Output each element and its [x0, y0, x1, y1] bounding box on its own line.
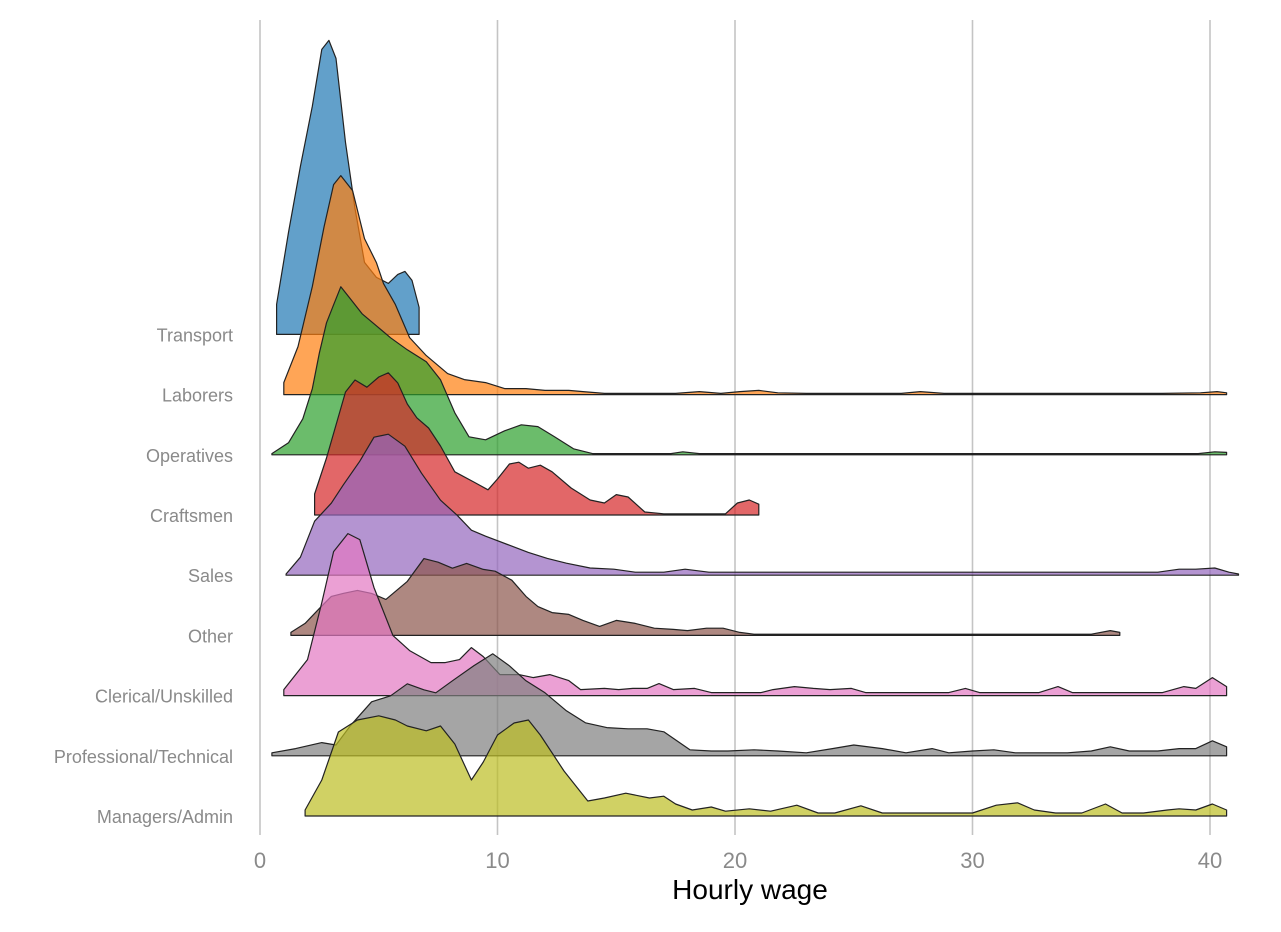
category-label-sales: Sales: [188, 566, 233, 586]
x-axis-title: Hourly wage: [672, 874, 828, 905]
ridge-managers-admin: [304, 715, 1228, 817]
category-label-operatives: Operatives: [146, 446, 233, 466]
category-label-clerical-unskilled: Clerical/Unskilled: [95, 687, 233, 707]
category-label-professional-technical: Professional/Technical: [54, 747, 233, 767]
x-tick-label-10: 10: [485, 848, 509, 873]
ridge-sales: [285, 433, 1240, 576]
category-label-transport: Transport: [157, 325, 233, 345]
category-labels: Managers/Admin Professional/Technical Cler…: [54, 325, 233, 827]
ridge-series: [271, 39, 1240, 817]
x-tick-label-40: 40: [1198, 848, 1222, 873]
category-label-other: Other: [188, 626, 233, 646]
category-label-craftsmen: Craftsmen: [150, 506, 233, 526]
x-tick-label-0: 0: [254, 848, 266, 873]
x-tick-label-20: 20: [723, 848, 747, 873]
ridge-other: [290, 558, 1121, 636]
category-label-managers-admin: Managers/Admin: [97, 807, 233, 827]
ridge-clerical-unskilled: [283, 533, 1228, 697]
x-tick-label-30: 30: [960, 848, 984, 873]
category-label-laborers: Laborers: [162, 386, 233, 406]
x-axis-ticks: 0 10 20 30 40: [254, 848, 1222, 873]
